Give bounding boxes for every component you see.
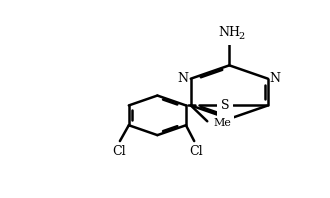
Text: S: S (221, 99, 229, 112)
Text: N: N (177, 72, 188, 85)
Text: Me: Me (214, 118, 232, 128)
Text: Cl: Cl (112, 145, 126, 158)
Text: NH: NH (218, 26, 240, 39)
Text: N: N (270, 72, 281, 85)
Text: Cl: Cl (189, 145, 203, 158)
Text: 2: 2 (239, 32, 245, 41)
